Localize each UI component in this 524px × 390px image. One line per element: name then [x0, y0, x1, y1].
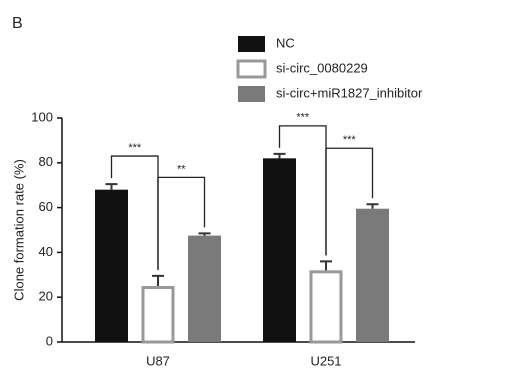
error-bar	[198, 232, 211, 236]
y-tick-label: 80	[39, 154, 53, 169]
legend-label: si-circ+miR1827_inhibitor	[276, 85, 423, 100]
significance-bracket	[157, 176, 206, 270]
bar	[141, 286, 175, 344]
x-tick-label: U87	[146, 353, 170, 368]
bar	[95, 189, 128, 342]
significance-label: ***	[296, 112, 310, 124]
bar	[309, 270, 343, 344]
panel-label: B	[12, 15, 23, 32]
bar	[356, 208, 389, 342]
error-bar	[366, 203, 379, 209]
y-tick-label: 40	[39, 244, 53, 259]
legend-label: si-circ_0080229	[276, 60, 368, 75]
x-tick-label: U251	[310, 353, 341, 368]
legend-swatch	[238, 86, 265, 102]
significance-label: **	[177, 163, 186, 175]
bar	[188, 235, 221, 342]
significance-label: ***	[128, 142, 142, 154]
y-tick-label: 100	[31, 109, 53, 124]
significance-bracket	[325, 147, 374, 256]
significance-label: ***	[343, 134, 357, 146]
error-bar	[320, 260, 332, 271]
legend-swatch	[236, 59, 267, 79]
y-tick-label: 60	[39, 199, 53, 214]
error-bar	[105, 183, 118, 190]
bar	[263, 158, 296, 342]
legend-label: NC	[276, 35, 295, 50]
legend-swatch	[238, 36, 265, 52]
y-tick-label: 0	[46, 333, 53, 348]
error-bar	[152, 274, 164, 286]
error-bar	[273, 152, 286, 159]
y-axis-label: Clone formation rate (%)	[11, 159, 26, 301]
y-tick-label: 20	[39, 289, 53, 304]
